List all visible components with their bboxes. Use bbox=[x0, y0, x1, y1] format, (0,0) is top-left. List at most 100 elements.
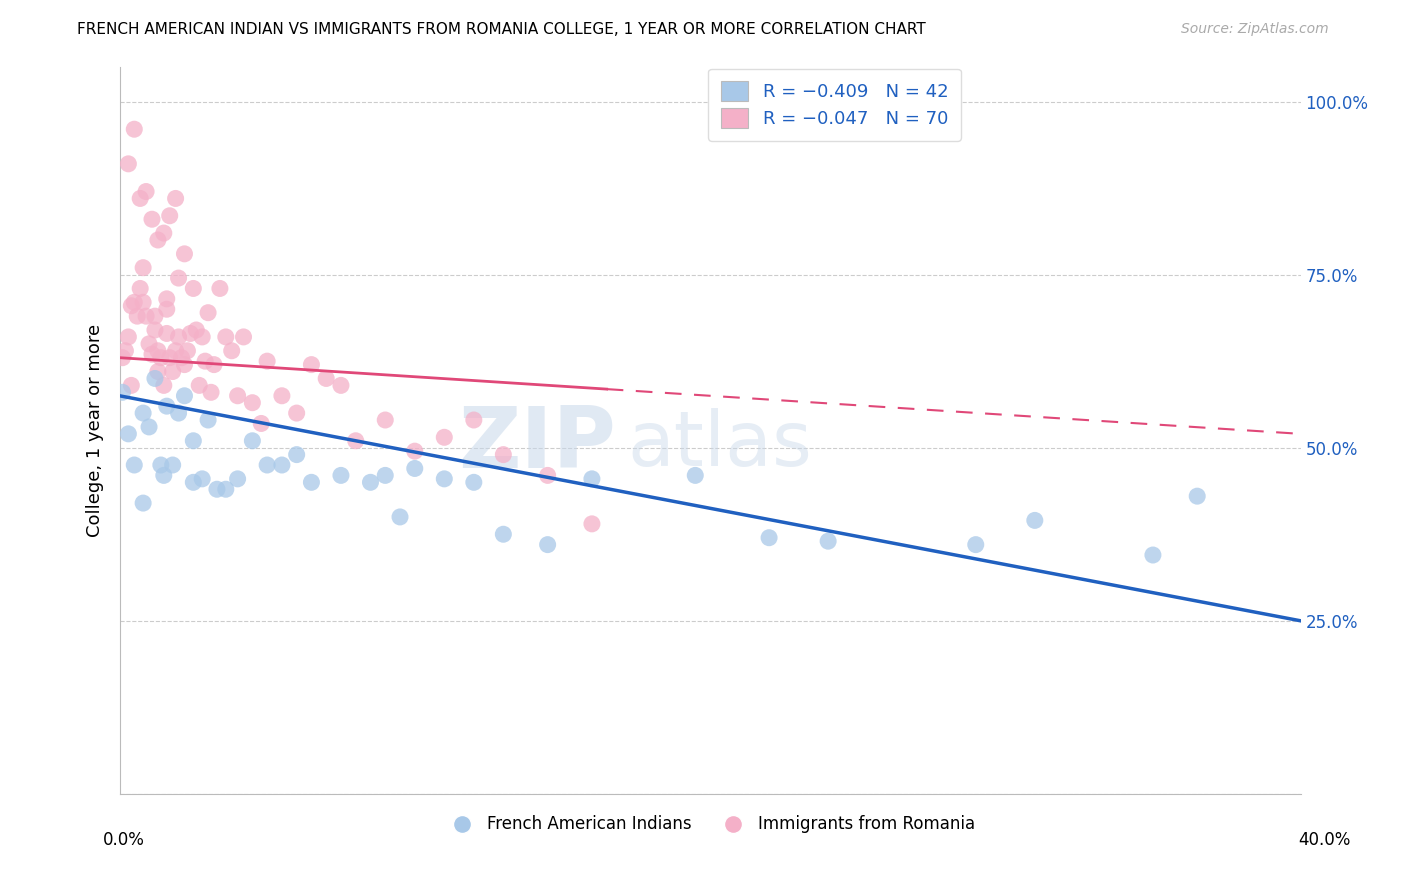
Point bbox=[215, 482, 238, 496]
Point bbox=[146, 343, 169, 358]
Point bbox=[141, 347, 163, 361]
Point bbox=[111, 351, 134, 365]
Point bbox=[156, 292, 179, 306]
Point bbox=[120, 299, 142, 313]
Point bbox=[242, 395, 264, 409]
Point bbox=[149, 351, 172, 365]
Point bbox=[124, 122, 146, 136]
Point bbox=[153, 378, 174, 392]
Point bbox=[143, 371, 166, 385]
Point bbox=[202, 358, 225, 372]
Point bbox=[117, 157, 139, 171]
Point bbox=[581, 516, 603, 531]
Point bbox=[194, 354, 217, 368]
Point bbox=[120, 378, 142, 392]
Point bbox=[146, 365, 169, 379]
Text: atlas: atlas bbox=[627, 408, 813, 482]
Text: 40.0%: 40.0% bbox=[1298, 831, 1351, 849]
Legend: French American Indians, Immigrants from Romania: French American Indians, Immigrants from… bbox=[439, 809, 981, 840]
Point bbox=[256, 354, 278, 368]
Point bbox=[492, 448, 515, 462]
Point bbox=[156, 399, 179, 413]
Point bbox=[132, 260, 155, 275]
Point bbox=[404, 444, 426, 458]
Point bbox=[388, 510, 412, 524]
Point bbox=[1185, 489, 1208, 503]
Point bbox=[256, 458, 278, 472]
Point bbox=[124, 458, 146, 472]
Point bbox=[138, 336, 160, 351]
Point bbox=[132, 295, 155, 310]
Point bbox=[173, 389, 195, 403]
Point bbox=[143, 323, 166, 337]
Point bbox=[191, 472, 214, 486]
Point bbox=[170, 351, 193, 365]
Point bbox=[183, 434, 205, 448]
Point bbox=[114, 343, 136, 358]
Point bbox=[153, 226, 174, 240]
Point bbox=[205, 482, 228, 496]
Point bbox=[197, 306, 219, 320]
Point bbox=[135, 309, 157, 323]
Point bbox=[191, 330, 214, 344]
Point bbox=[232, 330, 254, 344]
Point bbox=[197, 413, 219, 427]
Point bbox=[374, 468, 396, 483]
Point bbox=[242, 434, 264, 448]
Point bbox=[143, 309, 166, 323]
Point bbox=[156, 302, 179, 317]
Point bbox=[129, 191, 152, 205]
Point bbox=[173, 358, 195, 372]
Point bbox=[226, 472, 249, 486]
Point bbox=[156, 326, 179, 341]
Point bbox=[250, 417, 273, 431]
Point bbox=[433, 472, 456, 486]
Text: ZIP: ZIP bbox=[458, 403, 616, 486]
Point bbox=[301, 358, 323, 372]
Point bbox=[135, 185, 157, 199]
Point bbox=[581, 472, 603, 486]
Text: FRENCH AMERICAN INDIAN VS IMMIGRANTS FROM ROMANIA COLLEGE, 1 YEAR OR MORE CORREL: FRENCH AMERICAN INDIAN VS IMMIGRANTS FRO… bbox=[77, 22, 927, 37]
Point bbox=[149, 458, 172, 472]
Point bbox=[183, 475, 205, 490]
Point bbox=[159, 209, 181, 223]
Point bbox=[404, 461, 426, 475]
Point bbox=[162, 458, 184, 472]
Point bbox=[1142, 548, 1164, 562]
Point bbox=[329, 468, 352, 483]
Point bbox=[433, 430, 456, 444]
Point bbox=[315, 371, 337, 385]
Y-axis label: College, 1 year or more: College, 1 year or more bbox=[86, 324, 104, 537]
Point bbox=[165, 191, 187, 205]
Point bbox=[165, 343, 187, 358]
Point bbox=[329, 378, 352, 392]
Point bbox=[183, 281, 205, 295]
Point bbox=[200, 385, 222, 400]
Point bbox=[270, 389, 294, 403]
Point bbox=[117, 330, 139, 344]
Point bbox=[186, 323, 208, 337]
Point bbox=[132, 496, 155, 510]
Point bbox=[965, 538, 987, 552]
Point bbox=[167, 330, 190, 344]
Point bbox=[167, 406, 190, 420]
Point bbox=[463, 475, 485, 490]
Point bbox=[127, 309, 149, 323]
Point bbox=[173, 247, 195, 261]
Point bbox=[159, 351, 181, 365]
Point bbox=[138, 420, 160, 434]
Point bbox=[536, 468, 558, 483]
Point bbox=[215, 330, 238, 344]
Point bbox=[111, 385, 134, 400]
Point bbox=[117, 426, 139, 441]
Point bbox=[129, 281, 152, 295]
Point bbox=[817, 534, 839, 549]
Text: Source: ZipAtlas.com: Source: ZipAtlas.com bbox=[1181, 22, 1329, 37]
Point bbox=[146, 233, 169, 247]
Point bbox=[221, 343, 243, 358]
Point bbox=[167, 271, 190, 285]
Point bbox=[270, 458, 294, 472]
Point bbox=[179, 326, 201, 341]
Point bbox=[1024, 513, 1046, 527]
Point bbox=[360, 475, 382, 490]
